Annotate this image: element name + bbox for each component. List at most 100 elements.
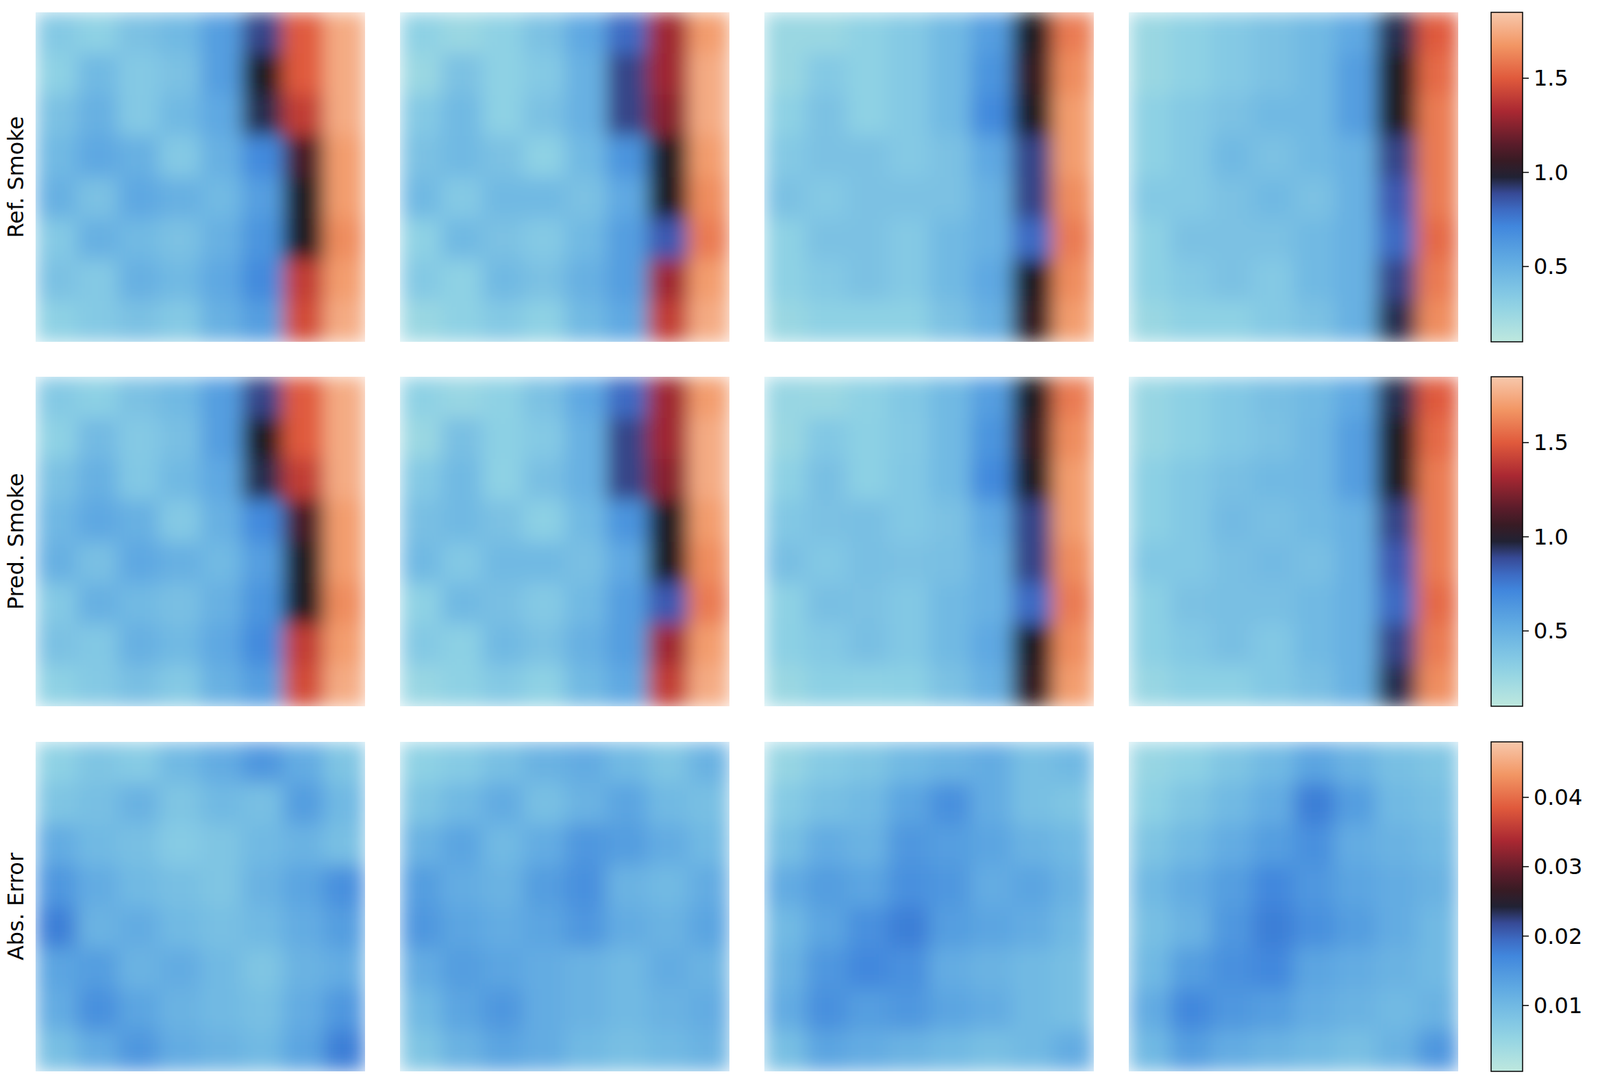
- cell: [117, 906, 160, 949]
- cell: [76, 665, 119, 707]
- cell: [1011, 94, 1054, 137]
- cell: [241, 135, 284, 178]
- cell: [400, 376, 442, 419]
- cell: [1376, 989, 1418, 1031]
- cell: [1293, 906, 1336, 949]
- cell: [523, 947, 566, 990]
- cell: [441, 376, 483, 419]
- cell: [606, 259, 648, 302]
- cell: [929, 417, 972, 460]
- cell: [1417, 947, 1459, 990]
- cell: [565, 177, 607, 220]
- cell: [1334, 53, 1377, 96]
- cell: [805, 417, 848, 460]
- cell: [158, 94, 201, 137]
- cell: [929, 12, 972, 55]
- panel: [35, 12, 366, 342]
- cell: [1293, 259, 1336, 302]
- colorbar-tick: [1522, 171, 1529, 174]
- cell: [35, 582, 78, 625]
- cell: [523, 500, 566, 542]
- cell: [323, 947, 366, 990]
- cell: [929, 782, 972, 825]
- cell: [565, 500, 607, 542]
- colorbar-tick-label: 0.01: [1533, 992, 1583, 1019]
- cell: [1011, 665, 1054, 707]
- cells: [764, 741, 1094, 1072]
- colorbar-tick-label: 0.5: [1533, 253, 1569, 280]
- cell: [241, 741, 284, 784]
- cell: [282, 989, 325, 1031]
- cell: [441, 53, 483, 96]
- cell: [158, 1030, 201, 1072]
- cell: [523, 259, 566, 302]
- cell: [158, 541, 201, 584]
- cell: [1210, 665, 1253, 707]
- cell: [1011, 300, 1054, 342]
- panel: [400, 741, 730, 1072]
- cell: [441, 94, 483, 137]
- cell: [323, 218, 366, 261]
- cell: [1011, 947, 1054, 990]
- cell: [1011, 12, 1054, 55]
- panel: [1128, 741, 1459, 1072]
- cell: [1417, 782, 1459, 825]
- cell: [1417, 417, 1459, 460]
- cell: [35, 782, 78, 825]
- cell: [1210, 865, 1253, 907]
- cell: [606, 947, 648, 990]
- cell: [805, 218, 848, 261]
- cell: [764, 623, 807, 666]
- cell: [35, 12, 78, 55]
- cell: [1052, 582, 1094, 625]
- cell: [441, 823, 483, 866]
- cell: [1293, 12, 1336, 55]
- cell: [887, 177, 930, 220]
- cell: [441, 135, 483, 178]
- cell: [647, 947, 690, 990]
- cell: [35, 259, 78, 302]
- cell: [1052, 741, 1094, 784]
- cell: [1011, 458, 1054, 501]
- cell: [200, 177, 243, 220]
- cell: [1417, 177, 1459, 220]
- cell: [1011, 500, 1054, 542]
- cell: [482, 218, 524, 261]
- cell: [323, 541, 366, 584]
- cell: [400, 582, 442, 625]
- cell: [400, 1030, 442, 1072]
- cell: [400, 94, 442, 137]
- cell: [970, 94, 1013, 137]
- cell: [764, 582, 807, 625]
- cell: [929, 541, 972, 584]
- cell: [1376, 53, 1418, 96]
- cell: [241, 623, 284, 666]
- cell: [1417, 300, 1459, 342]
- cell: [441, 259, 483, 302]
- cell: [1376, 906, 1418, 949]
- cell: [764, 500, 807, 542]
- cell: [764, 94, 807, 137]
- cell: [647, 665, 690, 707]
- cell: [688, 665, 730, 707]
- cell: [805, 865, 848, 907]
- cell: [1417, 823, 1459, 866]
- cell: [688, 541, 730, 584]
- cell: [441, 417, 483, 460]
- cell: [482, 1030, 524, 1072]
- cell: [606, 865, 648, 907]
- cell: [76, 12, 119, 55]
- cell: [805, 623, 848, 666]
- cell: [970, 53, 1013, 96]
- cell: [200, 376, 243, 419]
- cell: [1169, 259, 1212, 302]
- cell: [76, 376, 119, 419]
- cell: [323, 623, 366, 666]
- cell: [1293, 823, 1336, 866]
- cell: [846, 865, 889, 907]
- cell: [565, 94, 607, 137]
- cell: [887, 259, 930, 302]
- cell: [970, 218, 1013, 261]
- cell: [1128, 417, 1171, 460]
- cell: [764, 823, 807, 866]
